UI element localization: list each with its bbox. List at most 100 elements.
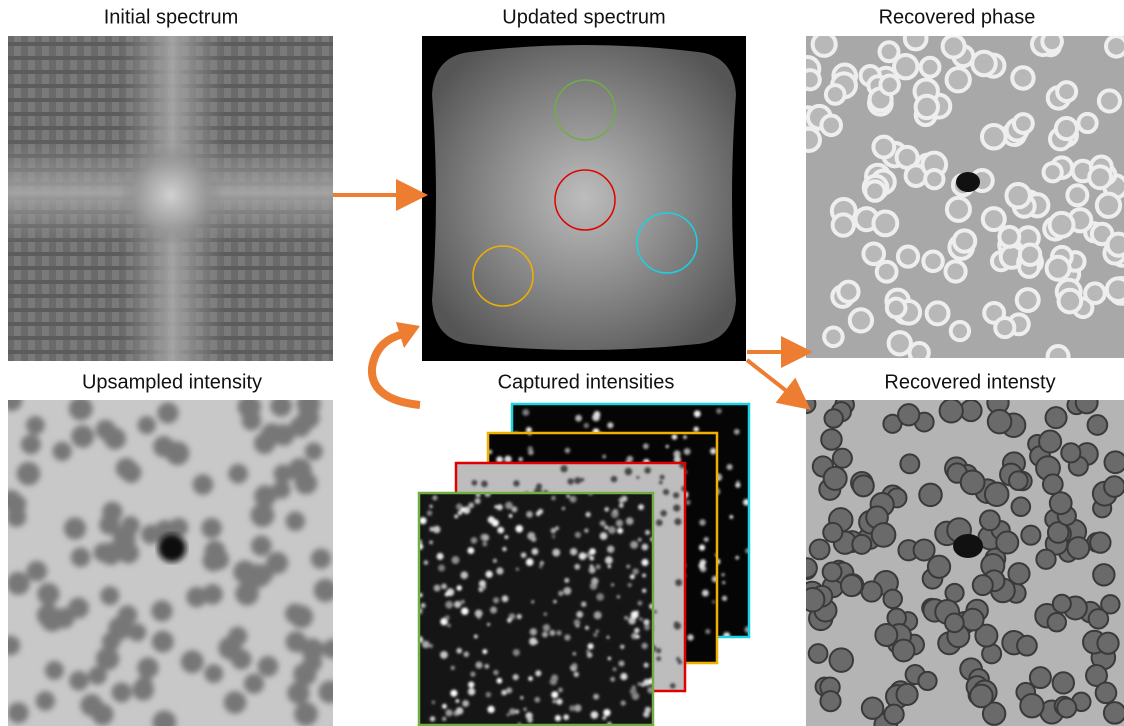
texture xyxy=(539,565,542,568)
texture xyxy=(505,535,509,539)
texture xyxy=(830,648,853,671)
texture xyxy=(809,644,828,663)
panel-title: Recovered phase xyxy=(879,6,1036,28)
texture xyxy=(1017,289,1039,311)
texture xyxy=(540,561,544,565)
texture xyxy=(634,628,639,633)
texture xyxy=(151,600,172,621)
texture xyxy=(1067,185,1087,205)
texture xyxy=(1014,114,1033,133)
texture xyxy=(536,511,541,516)
texture xyxy=(71,425,94,448)
texture xyxy=(116,458,137,479)
texture xyxy=(594,411,601,418)
texture xyxy=(128,623,146,641)
texture xyxy=(542,632,548,638)
texture xyxy=(456,707,463,714)
texture xyxy=(458,511,463,516)
texture xyxy=(505,502,513,510)
texture xyxy=(475,610,483,618)
texture xyxy=(579,552,587,560)
texture xyxy=(674,518,681,525)
texture xyxy=(624,616,628,620)
texture xyxy=(468,502,474,508)
texture xyxy=(736,480,739,483)
texture xyxy=(639,618,642,621)
texture xyxy=(543,624,550,631)
texture xyxy=(558,591,563,596)
texture xyxy=(575,415,582,422)
texture xyxy=(641,643,647,649)
texture xyxy=(797,395,815,413)
texture xyxy=(645,707,651,713)
texture xyxy=(532,548,539,555)
texture xyxy=(562,507,565,510)
texture xyxy=(450,690,457,697)
texture xyxy=(242,411,262,431)
texture xyxy=(1089,166,1111,188)
texture xyxy=(880,76,899,95)
texture xyxy=(823,562,842,581)
texture xyxy=(606,636,609,639)
texture xyxy=(551,691,558,698)
texture xyxy=(530,628,537,635)
texture xyxy=(900,454,919,473)
texture xyxy=(1,490,22,511)
texture xyxy=(889,332,911,354)
texture xyxy=(1008,563,1029,584)
texture xyxy=(1057,698,1076,717)
texture xyxy=(694,410,701,417)
texture xyxy=(593,633,597,637)
texture xyxy=(496,567,503,574)
texture xyxy=(427,510,432,515)
texture xyxy=(642,589,646,593)
texture xyxy=(884,705,903,724)
texture xyxy=(801,588,825,612)
recovered-intensity-image xyxy=(797,392,1124,726)
texture xyxy=(165,441,189,465)
texture xyxy=(861,581,881,601)
texture xyxy=(555,526,559,530)
texture xyxy=(475,498,481,504)
texture xyxy=(570,497,575,502)
texture xyxy=(1059,290,1082,313)
upsampled-intensity-image xyxy=(0,390,342,726)
texture xyxy=(618,661,624,667)
texture xyxy=(656,656,661,661)
texture xyxy=(611,476,618,483)
texture xyxy=(1047,257,1070,280)
texture xyxy=(517,614,522,619)
texture xyxy=(810,539,830,559)
texture xyxy=(445,601,453,609)
texture xyxy=(613,509,619,515)
texture xyxy=(610,677,615,682)
texture xyxy=(584,529,588,533)
texture xyxy=(643,443,649,449)
texture xyxy=(722,581,725,584)
texture xyxy=(862,697,883,718)
texture xyxy=(947,198,970,221)
texture xyxy=(1067,537,1089,559)
texture xyxy=(673,504,680,511)
texture xyxy=(509,708,516,715)
texture xyxy=(702,590,709,597)
figure: Initial spectrum Updated spectrum Recove… xyxy=(0,0,1124,726)
captured-frame xyxy=(417,491,655,726)
texture xyxy=(591,711,599,719)
texture xyxy=(631,611,639,619)
texture xyxy=(1012,497,1031,516)
texture xyxy=(670,683,675,688)
texture xyxy=(584,423,589,428)
recovered-phase-image xyxy=(795,28,1124,367)
texture xyxy=(468,681,474,687)
texture xyxy=(507,713,510,716)
texture xyxy=(1053,595,1071,613)
texture xyxy=(102,502,122,522)
texture xyxy=(587,652,593,658)
texture xyxy=(565,448,570,453)
texture xyxy=(1104,476,1124,497)
texture xyxy=(69,671,89,691)
texture xyxy=(727,464,733,470)
texture xyxy=(493,597,499,603)
texture xyxy=(820,691,840,711)
